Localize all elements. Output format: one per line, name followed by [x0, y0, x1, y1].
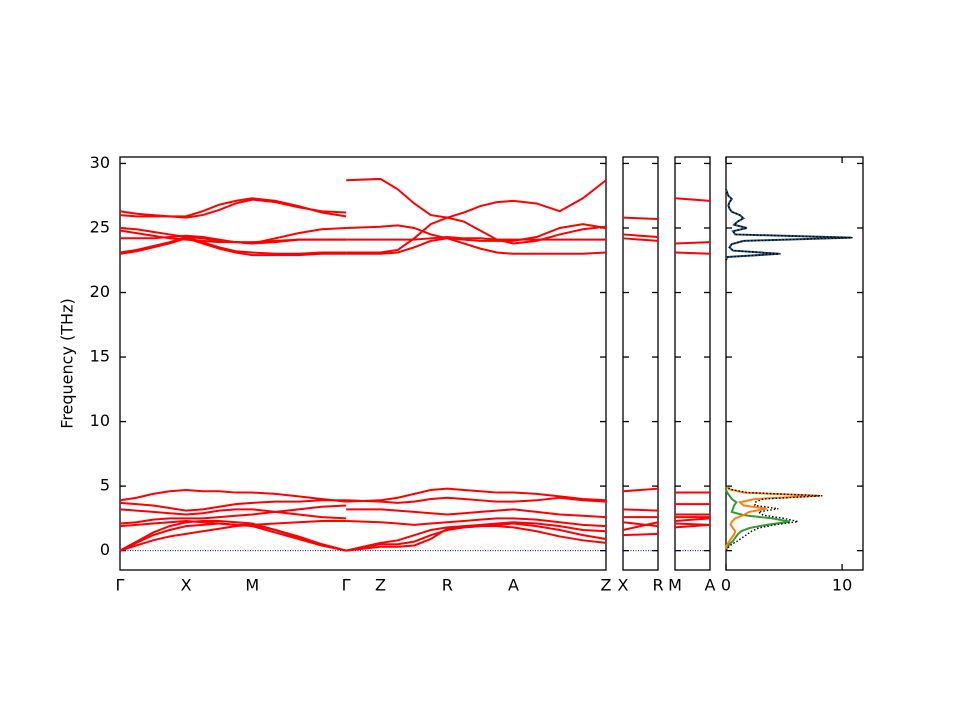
y-tick-label: 25	[90, 217, 110, 236]
x-tick-label: X	[181, 576, 192, 595]
band-line	[346, 177, 607, 219]
band-line	[119, 235, 347, 255]
band-line	[674, 251, 711, 255]
band-line	[674, 517, 711, 522]
band-line	[674, 523, 711, 529]
band-line	[622, 532, 659, 537]
x-tick-label: 0	[721, 576, 731, 595]
dos-line	[725, 189, 853, 261]
y-axis-label: Frequency (THz)	[58, 298, 77, 428]
x-tick-label: Z	[601, 576, 612, 595]
band-line	[119, 504, 347, 525]
x-tick-label: M	[668, 576, 682, 595]
band-line	[346, 487, 607, 503]
x-tick-label: A	[705, 576, 716, 595]
x-tick-label: 10	[832, 576, 852, 595]
y-tick-label: 20	[90, 282, 110, 301]
band-line	[622, 487, 659, 493]
x-tick-label: Γ	[116, 576, 125, 595]
band-line	[346, 223, 607, 242]
band-line	[622, 508, 659, 512]
band-line	[674, 197, 711, 202]
band-line	[119, 226, 347, 245]
band-line	[119, 508, 347, 520]
band-line	[119, 198, 347, 219]
band-line	[622, 521, 659, 528]
band-line	[119, 522, 347, 552]
band-line	[119, 519, 347, 552]
band-line	[674, 241, 711, 245]
band-line	[346, 508, 607, 519]
band-line	[622, 233, 659, 239]
x-tick-label: R	[652, 576, 663, 595]
plot-frame	[674, 156, 711, 571]
y-tick-label: 30	[90, 153, 110, 172]
x-tick-label: R	[442, 576, 453, 595]
band-line	[622, 216, 659, 220]
x-tick-label: A	[508, 576, 519, 595]
band-line	[345, 521, 607, 552]
band-line	[119, 523, 347, 552]
band-line	[119, 237, 347, 257]
band-line	[346, 236, 606, 241]
x-tick-label: M	[245, 576, 259, 595]
plot-frame	[725, 156, 864, 571]
plot-frame	[119, 156, 607, 571]
plot-frame	[622, 156, 659, 571]
band-line	[119, 488, 347, 503]
band-line	[119, 197, 347, 218]
band-line	[346, 496, 607, 504]
y-tick-label: 10	[90, 411, 110, 430]
y-tick-label: 5	[100, 476, 110, 495]
dos-line	[725, 486, 791, 551]
y-tick-label: 0	[100, 540, 110, 559]
x-tick-label: Z	[375, 576, 386, 595]
band-line	[346, 216, 607, 254]
band-line	[622, 237, 659, 242]
band-line	[119, 499, 347, 512]
band-line	[346, 237, 607, 255]
x-tick-label: Γ	[342, 576, 351, 595]
x-tick-label: X	[618, 576, 629, 595]
y-tick-label: 15	[90, 347, 110, 366]
band-line	[346, 525, 607, 552]
band-line	[346, 517, 607, 528]
dos-line	[725, 188, 852, 261]
band-line	[622, 521, 659, 531]
band-line	[120, 234, 347, 245]
